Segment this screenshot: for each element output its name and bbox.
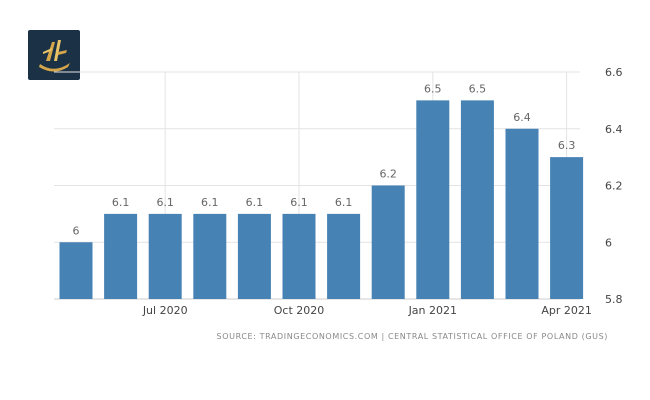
source-note: SOURCE: TRADINGECONOMICS.COM | CENTRAL S… [217,332,608,341]
chart-bars [59,100,584,299]
x-axis-ticks: Jul 2020 Oct 2020 Jan 2021 Apr 2021 [142,304,592,317]
x-tick-label: Apr 2021 [541,304,592,317]
data-label: 6.1 [290,196,308,209]
bar [104,213,138,299]
bar [237,213,271,299]
bar [282,213,316,299]
y-tick-label: 6.4 [605,123,623,136]
bar [327,213,361,299]
data-label: 6.4 [513,111,531,124]
y-tick-label: 6.2 [605,180,623,193]
x-tick-label: Oct 2020 [274,304,325,317]
logo-emblem-icon [39,40,70,72]
bar [550,157,584,299]
bar [148,213,182,299]
bar [59,242,93,299]
data-label: 6.5 [469,82,487,95]
data-label: 6.2 [379,168,397,181]
y-tick-label: 6.6 [605,66,623,79]
y-axis-ticks: 5.8 6 6.2 6.4 6.6 [605,66,623,306]
chart-data-labels: 6 6.1 6.1 6.1 6.1 6.1 6.1 6.2 6.5 6.5 6.4 6.3 [73,82,576,237]
bar [416,100,450,299]
bar [460,100,494,299]
data-label: 6.3 [558,139,576,152]
data-label: 6.1 [156,196,174,209]
data-label: 6 [73,224,80,237]
data-label: 6.1 [246,196,264,209]
data-label: 6.5 [424,82,442,95]
bar [193,213,227,299]
x-tick-label: Jul 2020 [142,304,188,317]
bar [505,128,539,299]
y-tick-label: 5.8 [605,293,623,306]
bar [371,185,405,299]
data-label: 6.1 [112,196,130,209]
y-tick-label: 6 [605,236,612,249]
data-label: 6.1 [335,196,353,209]
data-label: 6.1 [201,196,219,209]
x-tick-label: Jan 2021 [408,304,457,317]
